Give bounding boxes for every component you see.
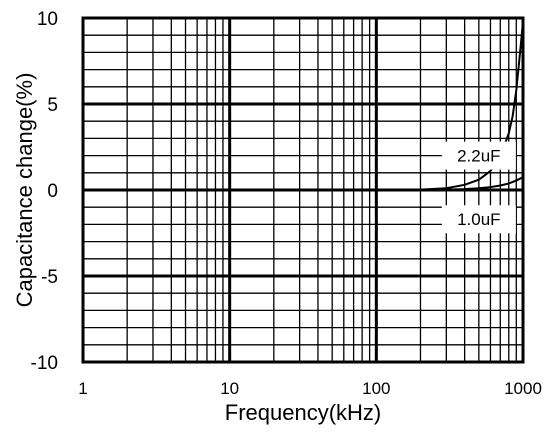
x-tick-label: 100 bbox=[362, 379, 390, 398]
tick-labels: 1 10 100 1000 10 5 0 -5 -10 bbox=[31, 9, 542, 398]
x-tick-label: 10 bbox=[220, 379, 239, 398]
series-layer bbox=[83, 21, 524, 191]
series-label: 2.2uF bbox=[457, 147, 500, 166]
y-tick-label: 5 bbox=[47, 95, 58, 116]
series-labels: 2.2uF 1.0uF bbox=[441, 141, 516, 234]
y-tick-label: 10 bbox=[37, 9, 58, 30]
series-label: 1.0uF bbox=[457, 210, 500, 229]
y-tick-label: -5 bbox=[41, 267, 58, 288]
y-axis-label: Capacitance change(%) bbox=[12, 73, 37, 308]
x-axis-label: Frequency(kHz) bbox=[225, 400, 381, 425]
series-line-1 bbox=[83, 176, 524, 191]
y-tick-label: -10 bbox=[31, 353, 58, 374]
series-label-box bbox=[441, 141, 516, 170]
y-tick-label: 0 bbox=[47, 181, 58, 202]
series-label-box bbox=[441, 205, 516, 234]
x-tick-label: 1 bbox=[78, 379, 87, 398]
x-tick-label: 1000 bbox=[504, 379, 542, 398]
